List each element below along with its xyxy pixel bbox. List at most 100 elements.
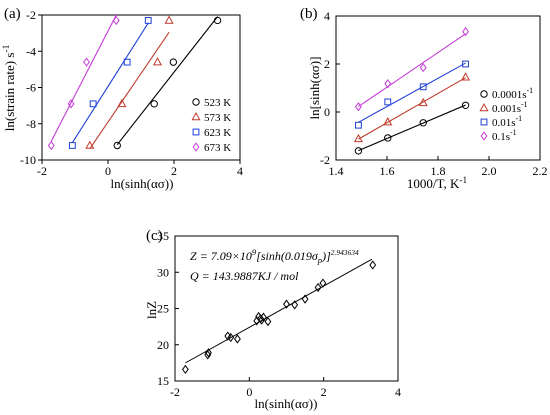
data-point xyxy=(260,312,267,322)
legend-label-main: 0.01s xyxy=(492,117,516,129)
equation-z: Z = 7.09×109[sinh(0.019σp)]2.943634 xyxy=(190,247,359,265)
x-tick-label: 2.0 xyxy=(482,164,497,178)
x-tick-label: 1.4 xyxy=(329,164,344,178)
x-tick-label: 0 xyxy=(105,164,111,178)
data-point xyxy=(205,348,212,358)
equation-part: 9 xyxy=(252,247,257,257)
fit-line xyxy=(50,14,117,142)
y-tick-label: 30 xyxy=(157,265,169,279)
fit-line xyxy=(358,77,466,140)
data-point xyxy=(369,260,377,270)
equation-part: [sinh(0.019σ xyxy=(256,249,319,263)
data-point xyxy=(227,332,235,343)
legend-label: 523 K xyxy=(204,97,231,109)
legend-label-sup: -1 xyxy=(521,100,528,109)
data-point xyxy=(383,117,393,126)
data-point xyxy=(462,60,469,68)
legend-marker xyxy=(191,111,201,121)
legend-marker xyxy=(192,142,200,152)
data-point xyxy=(419,83,427,91)
data-point xyxy=(113,141,121,150)
data-point xyxy=(264,316,272,327)
data-point xyxy=(258,315,266,325)
data-point xyxy=(355,121,362,129)
legend-label: 673 K xyxy=(204,142,231,154)
y-tick-label: -2 xyxy=(320,153,330,167)
data-point xyxy=(419,62,427,73)
legend-label: 0.01s-1 xyxy=(492,114,522,129)
legend-label: 623 K xyxy=(204,127,231,139)
fit-line xyxy=(116,16,218,146)
x-tick-label: 4 xyxy=(237,164,243,178)
y-tick-label: -6 xyxy=(26,81,36,95)
x-tick-label: 2 xyxy=(171,164,177,178)
x-axis-label-sup: -1 xyxy=(459,176,467,186)
x-axis-label-main: 1000/T, K xyxy=(407,176,460,191)
legend-label-main: 0.0001s xyxy=(492,89,527,101)
y-axis-label: ln[sinh(ασ)] xyxy=(307,57,322,120)
legend-marker xyxy=(192,98,200,106)
x-tick-label: 2.2 xyxy=(533,164,548,178)
y-tick-label: 35 xyxy=(157,229,169,243)
panel-a: -2 0 2 4 -2 -4 -6 -8 -10 (a) ln(sinh(ασ)) ln(strain… xyxy=(2,6,243,191)
y-tick-label: 20 xyxy=(157,338,169,352)
y-tick-label: -10 xyxy=(20,153,36,167)
y-tick-label: 25 xyxy=(157,302,169,316)
fit-line xyxy=(71,22,149,143)
data-point xyxy=(355,102,362,112)
legend-marker xyxy=(192,128,200,136)
legend-marker xyxy=(480,131,488,141)
fit-line xyxy=(89,31,170,149)
data-point xyxy=(89,100,97,108)
panel-label: (a) xyxy=(4,6,21,22)
panel-c: -2 0 2 4 15 20 25 30 35(c) ln(sinh(ασ)) lnZ Z = 7.0… xyxy=(144,228,401,411)
y-tick-label: 0 xyxy=(324,105,330,119)
legend-label-sup: -1 xyxy=(516,114,523,123)
data-point xyxy=(112,15,120,26)
x-axis-label: 1000/T, K-1 xyxy=(407,176,468,191)
legend-label-sup: -1 xyxy=(527,86,534,95)
data-point xyxy=(283,299,290,309)
data-point xyxy=(314,282,322,293)
y-tick-label: -4 xyxy=(26,44,36,58)
y-axis-label-sup: -1 xyxy=(2,44,12,52)
data-point xyxy=(419,119,427,127)
data-point xyxy=(164,15,174,24)
legend-label: 573 K xyxy=(204,112,231,124)
data-point xyxy=(152,57,163,66)
equation-part: p xyxy=(317,255,323,265)
y-axis-label: lnZ xyxy=(144,301,159,319)
data-point xyxy=(67,99,75,109)
x-axis-label: ln(sinh(ασ)) xyxy=(255,396,318,411)
x-tick-label: 4 xyxy=(395,385,401,399)
fit-line xyxy=(358,33,466,108)
y-axis-label: ln(strain rate) s-1 xyxy=(2,44,17,131)
data-point xyxy=(418,97,428,107)
data-point xyxy=(461,101,470,109)
data-point xyxy=(123,58,131,66)
legend-label: 0.001s-1 xyxy=(492,100,528,115)
y-tick-label: 2 xyxy=(324,57,330,71)
y-tick-label: -8 xyxy=(26,117,36,131)
fit-line xyxy=(185,258,373,364)
panel-label: (b) xyxy=(300,6,318,22)
equation-part: )] xyxy=(321,249,331,263)
legend-label-sup: -1 xyxy=(510,128,517,137)
data-point xyxy=(68,142,76,149)
x-tick-label: -2 xyxy=(170,385,180,399)
x-tick-label: 2 xyxy=(321,385,327,399)
data-point xyxy=(234,334,241,344)
data-point xyxy=(354,147,363,155)
data-point xyxy=(462,26,469,37)
legend-marker xyxy=(480,118,488,126)
data-point xyxy=(353,133,363,143)
legend-label-main: 0.001s xyxy=(492,103,521,115)
equation-part: 2.943634 xyxy=(331,248,359,257)
fit-line xyxy=(358,62,466,123)
x-axis-label: ln(sinh(ασ)) xyxy=(111,176,174,191)
data-point xyxy=(384,134,392,142)
data-point xyxy=(384,79,392,89)
fit-line xyxy=(358,104,466,152)
